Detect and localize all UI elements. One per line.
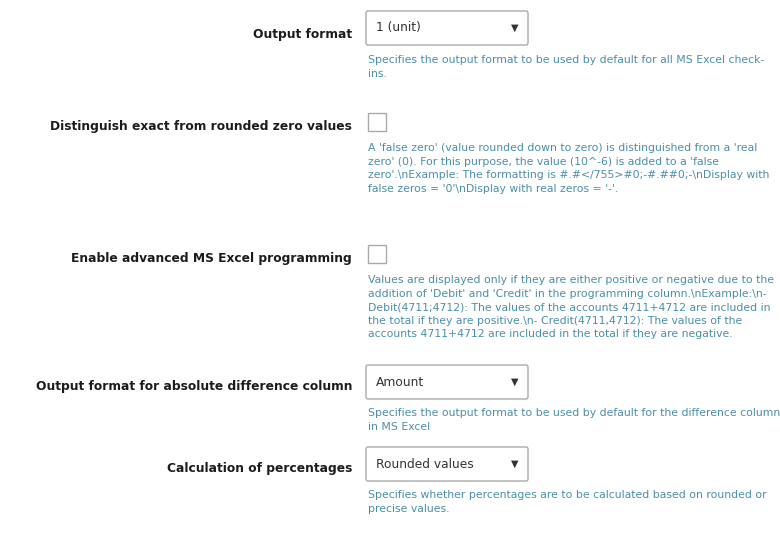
Text: Amount: Amount (376, 376, 424, 388)
Text: Output format for absolute difference column: Output format for absolute difference co… (36, 380, 352, 393)
Text: ▼: ▼ (510, 377, 518, 387)
Text: Distinguish exact from rounded zero values: Distinguish exact from rounded zero valu… (50, 120, 352, 133)
FancyBboxPatch shape (366, 365, 528, 399)
Text: Specifies the output format to be used by default for all MS Excel check-
ins.: Specifies the output format to be used b… (368, 55, 764, 79)
Text: Output format: Output format (253, 28, 352, 41)
Text: Rounded values: Rounded values (376, 457, 473, 470)
FancyBboxPatch shape (366, 447, 528, 481)
Text: A 'false zero' (value rounded down to zero) is distinguished from a 'real
zero' : A 'false zero' (value rounded down to ze… (368, 143, 769, 194)
Text: ▼: ▼ (510, 459, 518, 469)
Text: Specifies the output format to be used by default for the difference column
in M: Specifies the output format to be used b… (368, 408, 780, 432)
Text: 1 (unit): 1 (unit) (376, 21, 421, 34)
Text: Calculation of percentages: Calculation of percentages (167, 462, 352, 475)
Text: ▼: ▼ (510, 23, 518, 33)
Text: Values are displayed only if they are either positive or negative due to the
add: Values are displayed only if they are ei… (368, 275, 774, 339)
FancyBboxPatch shape (368, 113, 386, 131)
FancyBboxPatch shape (368, 245, 386, 263)
Text: Enable advanced MS Excel programming: Enable advanced MS Excel programming (71, 252, 352, 265)
FancyBboxPatch shape (366, 11, 528, 45)
Text: Specifies whether percentages are to be calculated based on rounded or
precise v: Specifies whether percentages are to be … (368, 490, 767, 514)
